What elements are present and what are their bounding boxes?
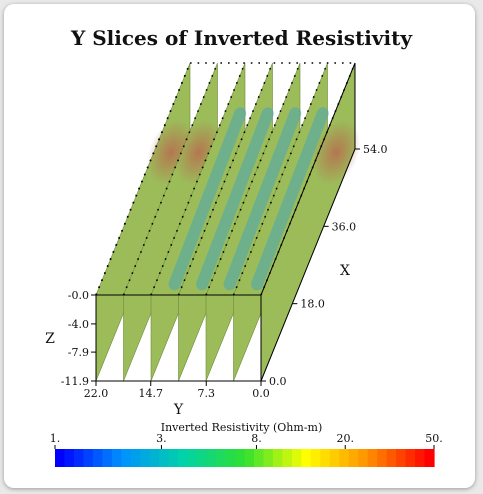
colorbar-swatch: [235, 449, 246, 467]
x-tick-label: 54.0: [363, 143, 388, 156]
y-tick-label: 22.0: [84, 387, 109, 400]
colorbar-swatch: [310, 449, 321, 467]
colorbar-swatch: [253, 449, 265, 467]
colorbar-swatch: [149, 449, 160, 467]
colorbar-swatch: [263, 449, 274, 467]
colorbar-swatch: [187, 449, 198, 467]
colorbar-swatch: [206, 449, 217, 467]
colorbar-swatch: [178, 449, 189, 467]
y-tick-label: 14.7: [139, 387, 164, 400]
x-axis-label: X: [340, 263, 350, 279]
z-tick-label: -0.0: [68, 289, 89, 302]
colorbar-tick-label: 50.: [425, 432, 443, 445]
colorbar: 1. 3. 8. 20. 50.: [50, 432, 443, 467]
colorbar-swatch: [159, 449, 170, 467]
colorbar-swatch: [405, 449, 416, 467]
slices-group: [95, 62, 361, 382]
colorbar-swatch: [92, 449, 103, 467]
x-tick-label: 0.0: [269, 375, 287, 388]
colorbar-tick-label: 1.: [50, 432, 61, 445]
colorbar-swatch: [83, 449, 94, 467]
x-tick-label: 18.0: [300, 298, 325, 311]
colorbar-swatch: [73, 449, 85, 467]
colorbar-swatch: [130, 449, 141, 467]
colorbar-swatch: [282, 449, 293, 467]
colorbar-swatch: [64, 449, 75, 467]
axis-ticks: 0.0 18.0 36.0 54.0 0.0 7.3 14.7 22.0 -0.0 -4.0 -7.…: [45, 143, 387, 418]
colorbar-tick-label: 3.: [156, 432, 167, 445]
colorbar-swatch: [329, 449, 340, 467]
y-axis-label: Y: [173, 402, 184, 418]
colorbar-title: Inverted Resistivity (Ohm-m): [160, 421, 323, 434]
y-tick-label: 0.0: [252, 387, 270, 400]
bounding-box: [95, 62, 356, 382]
colorbar-swatch: [377, 449, 388, 467]
colorbar-swatch: [367, 449, 378, 467]
box-edge: [260, 148, 356, 382]
colorbar-swatch: [396, 449, 407, 467]
colorbar-swatch: [244, 449, 255, 467]
z-tick-label: -7.9: [68, 346, 89, 359]
chart-title: Y Slices of Inverted Resistivity: [71, 26, 412, 50]
colorbar-swatch: [291, 449, 302, 467]
colorbar-tick-label: 20.: [336, 432, 354, 445]
colorbar-tick-label: 8.: [251, 432, 262, 445]
colorbar-swatch: [140, 449, 151, 467]
z-tick-label: -4.0: [68, 318, 89, 331]
colorbar-swatch: [272, 449, 283, 467]
colorbar-swatch: [424, 449, 435, 467]
box-edge: [260, 62, 356, 296]
x-tick-label: 36.0: [332, 220, 357, 233]
colorbar-swatch: [348, 449, 359, 467]
colorbar-swatch: [386, 449, 397, 467]
colorbar-swatch: [197, 449, 208, 467]
colorbar-swatch: [225, 449, 236, 467]
colorbar-swatch: [339, 449, 350, 467]
colorbar-swatch: [55, 449, 66, 467]
z-tick-label: -11.9: [61, 375, 89, 388]
colorbar-swatch: [358, 449, 369, 467]
colorbar-swatch: [121, 449, 132, 467]
colorbar-swatch: [320, 449, 331, 467]
colorbar-swatch: [111, 449, 122, 467]
colorbar-swatch: [415, 449, 426, 467]
y-tick-label: 7.3: [198, 387, 216, 400]
colorbar-swatch: [168, 449, 179, 467]
colorbar-swatch: [102, 449, 113, 467]
colorbar-swatch: [301, 449, 312, 467]
colorbar-swatch: [216, 449, 227, 467]
z-axis-label: Z: [45, 331, 55, 347]
